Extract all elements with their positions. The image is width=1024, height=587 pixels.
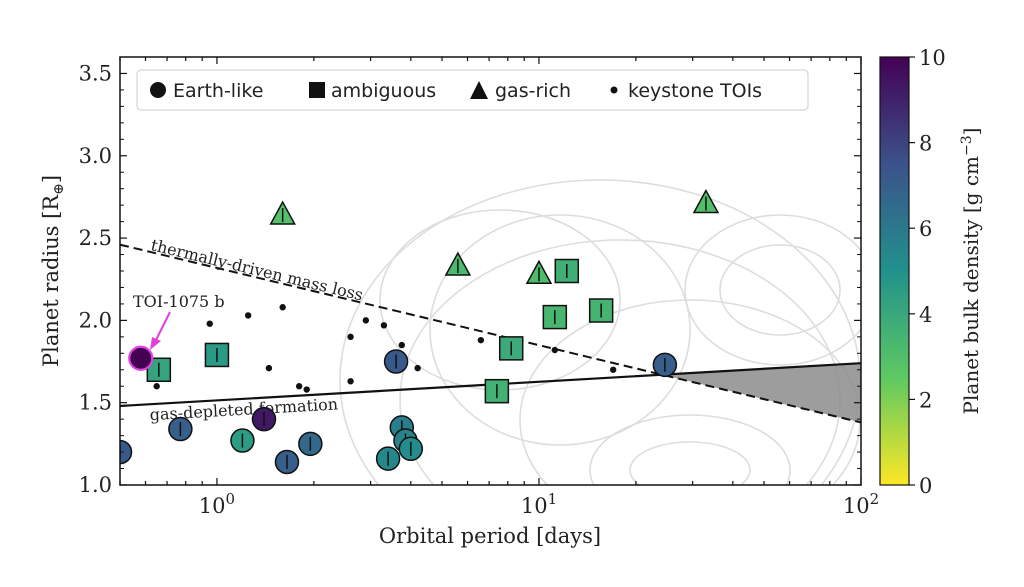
square-point-16 — [542, 304, 568, 330]
toi-1075b-point — [128, 345, 154, 371]
triangle-point-21 — [525, 259, 553, 285]
y-tick-label-0: 1.0 — [79, 473, 112, 497]
circle-point-11 — [652, 352, 678, 378]
circle-point-3 — [251, 406, 277, 432]
colorbar-tick-label-2: 4 — [919, 303, 932, 327]
colorbar-label: Planet bulk density [g cm−3] — [959, 128, 983, 415]
circle-point-10 — [398, 436, 424, 462]
x-tick-label-2: 102 — [843, 490, 879, 518]
legend-dot-marker — [610, 86, 618, 94]
colorbar-tick-label-5: 10 — [919, 46, 946, 70]
keystone-point-3 — [265, 364, 273, 372]
square-point-13 — [204, 342, 230, 368]
legend: Earth-like ambiguous gas-rich keystone T… — [136, 69, 809, 111]
y-tick-label-3: 2.5 — [79, 226, 112, 250]
keystone-point-9 — [362, 317, 370, 324]
legend-triangle-marker — [470, 81, 488, 99]
circle-point-2 — [230, 428, 255, 453]
y-axis-label: Planet radius [R⊕] — [39, 175, 67, 367]
triangle-point-20 — [444, 251, 472, 276]
circle-point-7 — [383, 349, 409, 374]
x-tick-label-1: 101 — [521, 490, 557, 518]
legend-label-earth-like: Earth-like — [173, 80, 263, 102]
planet-points — [120, 188, 720, 475]
contour-3 — [684, 214, 861, 366]
keystone-point-4 — [279, 304, 286, 311]
legend-label-keystone: keystone TOIs — [628, 80, 762, 102]
keystone-point-15 — [609, 366, 617, 373]
keystone-point-12 — [414, 364, 421, 372]
y-axis: 1.0 1.5 2.0 2.5 3.0 3.5 — [79, 61, 861, 497]
colorbar-tick-label-0: 0 — [919, 474, 932, 498]
colorbar-tick-label-4: 8 — [919, 132, 932, 156]
circle-point-4 — [274, 449, 300, 475]
toi-1075b-label: TOI-1075 b — [133, 292, 225, 311]
contour-4 — [629, 441, 751, 485]
keystone-point-10 — [380, 322, 388, 329]
colorbar-tick-label-1: 2 — [919, 388, 932, 412]
x-axis: 100 101 102 — [119, 57, 879, 518]
keystone-point-11 — [398, 341, 405, 349]
colorbar-tick-label-3: 6 — [919, 217, 932, 241]
y-tick-label-4: 3.0 — [79, 144, 112, 168]
x-tick-label-0: 100 — [199, 490, 235, 518]
keystone-point-8 — [347, 333, 354, 341]
circle-point-6 — [375, 446, 401, 471]
contour-6 — [429, 214, 691, 446]
square-point-15 — [498, 336, 524, 361]
x-axis-label: Orbital period [days] — [379, 524, 601, 548]
legend-box — [136, 69, 809, 111]
keystone-point-7 — [347, 378, 354, 385]
toi-1075b-arrowhead — [150, 337, 161, 350]
y-tick-label-1: 1.5 — [79, 391, 112, 415]
triangle-point-19 — [269, 200, 296, 225]
square-point-14 — [484, 378, 510, 404]
toi-1075b-annotation: TOI-1075 b — [133, 292, 225, 350]
y-tick-label-5: 3.5 — [79, 61, 112, 85]
colorbar-ticks: 0 2 4 6 8 10 — [909, 46, 946, 498]
legend-label-gas-rich: gas-rich — [495, 80, 571, 102]
legend-circle-marker — [150, 82, 166, 98]
contour-2 — [719, 244, 841, 336]
mass-loss-line — [120, 243, 861, 424]
square-point-12 — [146, 357, 172, 383]
y-tick-label-2: 2.0 — [79, 308, 112, 332]
toi-1075b-arrow — [154, 311, 171, 343]
circle-point-1 — [168, 416, 193, 442]
keystone-point-2 — [244, 312, 252, 319]
keystone-point-14 — [551, 346, 559, 354]
legend-square-marker — [309, 82, 325, 98]
circle-marker — [120, 439, 133, 465]
keystone-point-1 — [206, 320, 213, 327]
keystone-point-5 — [295, 383, 303, 390]
triangle-point-22 — [692, 188, 720, 214]
contour-5 — [589, 414, 791, 485]
circle-point-0 — [120, 439, 133, 465]
colorbar — [879, 56, 910, 486]
square-point-18 — [588, 298, 614, 323]
legend-label-ambiguous: ambiguous — [331, 80, 436, 102]
circle-point-5 — [298, 431, 323, 457]
square-point-17 — [554, 258, 580, 284]
keystone-point-6 — [303, 386, 310, 393]
keystone-point-13 — [477, 336, 485, 344]
keystone-point-0 — [153, 383, 160, 390]
